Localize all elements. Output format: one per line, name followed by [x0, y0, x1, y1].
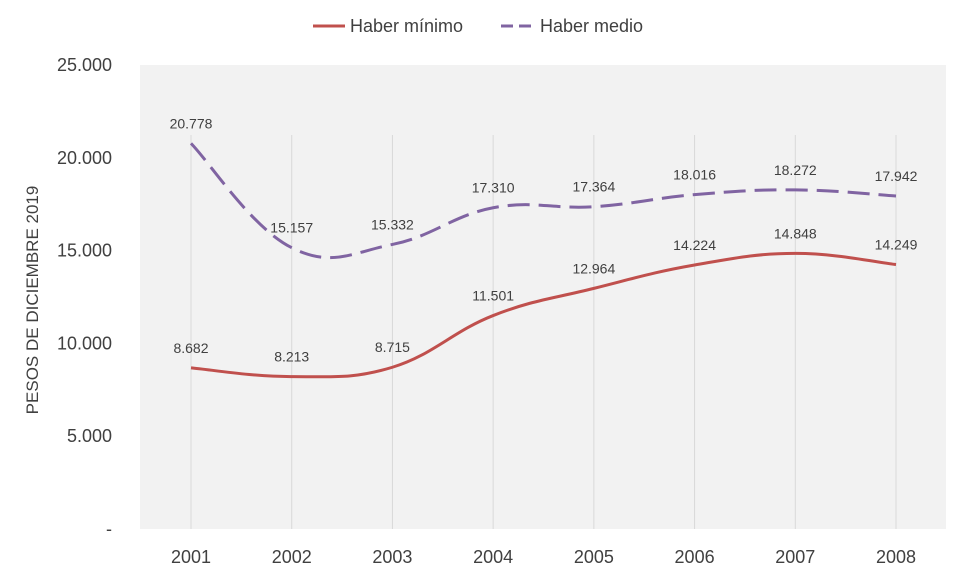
y-tick-label: 20.000	[57, 148, 112, 168]
data-label: 17.942	[875, 168, 918, 184]
x-tick-label: 2004	[473, 547, 513, 567]
x-tick-label: 2008	[876, 547, 916, 567]
data-label: 18.016	[673, 167, 716, 183]
data-label: 15.332	[371, 216, 414, 232]
y-tick-label: 15.000	[57, 241, 112, 261]
x-tick-label: 2006	[675, 547, 715, 567]
x-tick-label: 2001	[171, 547, 211, 567]
y-tick-label: -	[106, 519, 112, 539]
x-axis: 2001 2002 2003 2004 2005 2006 2007 2008	[171, 547, 916, 567]
series-layer	[189, 142, 897, 379]
data-label: 20.778	[170, 115, 213, 131]
data-label: 18.272	[774, 162, 817, 178]
gridlines	[190, 135, 897, 529]
plot-area	[140, 65, 946, 529]
data-label: 15.157	[270, 220, 313, 236]
y-tick-label: 5.000	[67, 426, 112, 446]
data-label: 8.682	[173, 340, 208, 356]
x-tick-label: 2007	[775, 547, 815, 567]
data-label: 14.224	[673, 237, 716, 253]
y-tick-label: 10.000	[57, 333, 112, 353]
y-axis: - 5.000 10.000 15.000 20.000 25.000	[57, 55, 112, 539]
y-axis-title: PESOS DE DICIEMBRE 2019	[23, 186, 42, 415]
data-label: 17.310	[472, 180, 515, 196]
x-tick-label: 2003	[372, 547, 412, 567]
data-label: 14.848	[774, 225, 817, 241]
legend-label: Haber medio	[540, 16, 643, 36]
data-label: 14.249	[875, 237, 918, 253]
data-label: 12.964	[572, 260, 615, 276]
legend-label: Haber mínimo	[350, 16, 463, 36]
y-tick-label: 25.000	[57, 55, 112, 75]
x-tick-label: 2005	[574, 547, 614, 567]
series-line-2	[189, 142, 897, 260]
data-labels: 8.682 8.213 8.715 11.501 12.964 14.224 14.848 1…	[170, 115, 918, 364]
data-label: 17.364	[572, 179, 615, 195]
data-label: 8.213	[274, 349, 309, 365]
x-tick-label: 2002	[272, 547, 312, 567]
series-line-1	[190, 251, 897, 379]
legend: Haber mínimo Haber medio	[313, 16, 643, 36]
data-label: 8.715	[375, 339, 410, 355]
data-label: 11.501	[472, 288, 514, 304]
